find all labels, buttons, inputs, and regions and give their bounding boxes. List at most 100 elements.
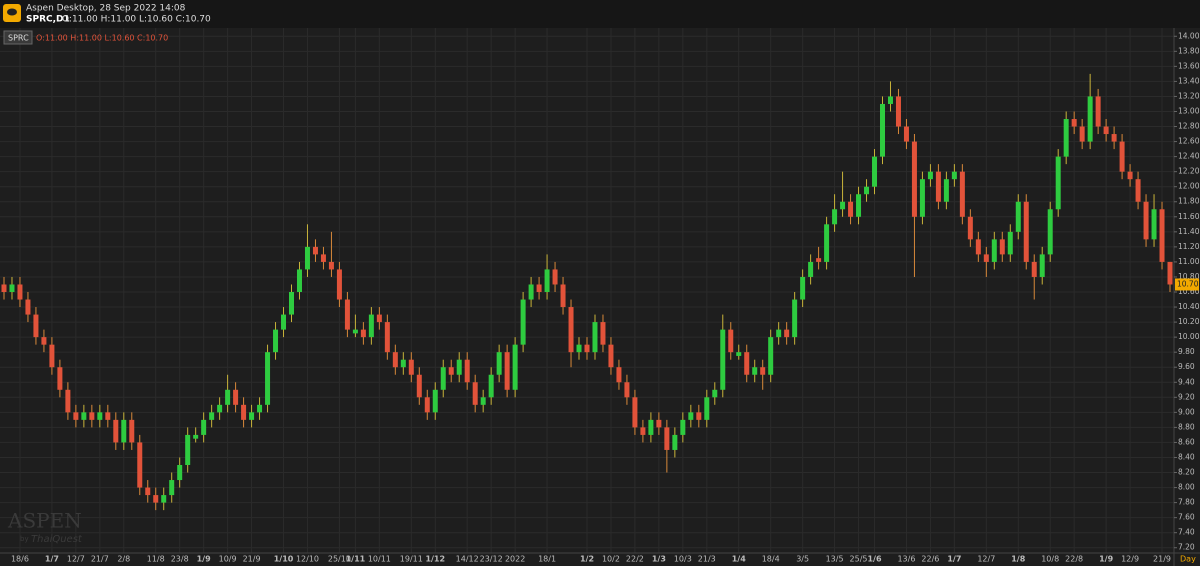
- legend-symbol: SPRC: [8, 34, 29, 43]
- x-tick-label: 1/3: [652, 555, 666, 564]
- candle-body: [560, 284, 566, 308]
- axes: 7.20 7.40 7.60 7.80 8.00 8.20 8.40 8.60 8.80 9.00…: [11, 31, 1200, 563]
- candle-body: [1127, 171, 1133, 180]
- candle-body: [336, 269, 342, 300]
- candle-body: [1087, 96, 1093, 142]
- x-tick-label: 1/4: [732, 555, 746, 564]
- y-tick-label: 11.80: [1178, 197, 1200, 206]
- y-tick-label: 10.20: [1178, 317, 1200, 326]
- candle-body: [1063, 119, 1069, 157]
- candle-body: [712, 389, 718, 398]
- legend-ohlc: O:11.00 H:11.00 L:10.60 C:10.70: [36, 34, 168, 43]
- candle-body: [217, 404, 223, 413]
- candle-body: [161, 495, 167, 503]
- y-tick-label: 12.00: [1178, 182, 1200, 191]
- candle-body: [49, 344, 55, 368]
- candle-body: [105, 412, 111, 420]
- candle-body: [408, 359, 414, 375]
- candle-body: [1031, 261, 1037, 277]
- candle-body: [360, 329, 366, 338]
- candle-body: [233, 389, 239, 405]
- candle-body: [887, 96, 893, 104]
- candle-body: [800, 276, 806, 300]
- y-tick-label: 12.20: [1178, 167, 1200, 176]
- x-tick-label: 22/8: [1065, 555, 1083, 564]
- candle-body: [1007, 231, 1013, 255]
- candle-body: [895, 96, 901, 127]
- y-tick-label: 8.00: [1178, 483, 1195, 492]
- candle-body: [935, 171, 941, 202]
- candle-body: [720, 329, 726, 390]
- candle-body: [983, 254, 989, 262]
- candle-body: [1055, 156, 1061, 210]
- candle-body: [999, 239, 1005, 255]
- candle-body: [153, 495, 159, 503]
- x-tick-label: 10/11: [368, 555, 391, 564]
- candle-body: [464, 359, 470, 383]
- x-tick-label: 1/6: [867, 555, 881, 564]
- candle-body: [760, 367, 766, 375]
- y-tick-label: 10.60: [1178, 287, 1200, 296]
- candle-body: [448, 367, 454, 375]
- x-tick-label: 1/8: [1011, 555, 1025, 564]
- x-tick-label: 21/7: [91, 555, 109, 564]
- y-tick-label: 10.40: [1178, 302, 1200, 311]
- y-tick-label: 9.60: [1178, 362, 1195, 371]
- watermark: ASPEN by ThaiQuest: [7, 509, 83, 546]
- x-tick-label: 10/2: [602, 555, 620, 564]
- candle-body: [816, 258, 822, 262]
- candle-body: [9, 284, 15, 293]
- candle-body: [281, 314, 287, 330]
- candle-body: [832, 209, 838, 225]
- candle-body: [576, 344, 582, 353]
- x-tick-label: 12/9: [1121, 555, 1139, 564]
- candle-body: [73, 412, 79, 420]
- candle-body: [824, 224, 830, 262]
- candle-body: [536, 284, 542, 293]
- grid: [0, 28, 1174, 553]
- candle-body: [440, 367, 446, 390]
- candle-body: [201, 419, 207, 435]
- x-tick-label: 21/9: [243, 555, 261, 564]
- x-tick-label: 1/2: [580, 555, 594, 564]
- y-tick-label: 12.80: [1178, 122, 1200, 131]
- candle-body: [776, 329, 782, 338]
- candle-body: [344, 299, 350, 330]
- candle-body: [57, 367, 63, 390]
- candle-body: [943, 179, 949, 202]
- candle-body: [1039, 254, 1045, 277]
- candle-body: [241, 404, 247, 420]
- candle-body: [265, 352, 271, 405]
- candle-body: [129, 419, 135, 443]
- candle-body: [688, 412, 694, 420]
- candle-body: [927, 171, 933, 180]
- y-tick-label: 14.00: [1178, 31, 1200, 40]
- y-tick-label: 13.40: [1178, 76, 1200, 85]
- x-tick-label: 11/8: [147, 555, 165, 564]
- candle-body: [584, 344, 590, 353]
- candle-body: [97, 412, 103, 420]
- x-tick-label: 12/7: [67, 555, 85, 564]
- candle-body: [879, 103, 885, 157]
- candle-body: [592, 322, 598, 353]
- candle-body: [784, 329, 790, 338]
- y-tick-label: 10.80: [1178, 272, 1200, 281]
- candle-body: [1111, 134, 1117, 142]
- candle-body: [296, 269, 302, 293]
- y-tick-label: 9.20: [1178, 392, 1195, 401]
- candle-body: [65, 389, 71, 413]
- candle-body: [432, 389, 438, 413]
- header-bar: [0, 0, 1200, 28]
- candle-body: [672, 434, 678, 450]
- x-tick-label: 10/3: [674, 555, 692, 564]
- y-tick-label: 13.20: [1178, 91, 1200, 100]
- candle-body: [1095, 96, 1101, 127]
- candle-body: [848, 201, 854, 217]
- candle-body: [472, 382, 478, 405]
- candle-body: [919, 179, 925, 217]
- candle-body: [1159, 209, 1165, 262]
- candle-body: [728, 329, 734, 353]
- x-tick-label: 3/5: [796, 555, 809, 564]
